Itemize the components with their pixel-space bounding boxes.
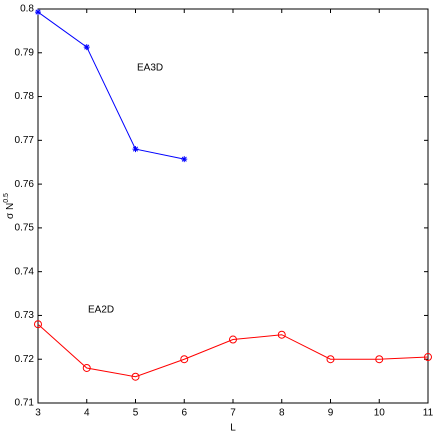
- marker: [277, 330, 286, 339]
- y-axis-label-sup: 0.5: [3, 193, 10, 203]
- x-tick-label: 11: [423, 408, 434, 419]
- x-axis-label: L: [230, 423, 236, 434]
- x-tick-label: 8: [279, 408, 285, 419]
- marker: [229, 335, 237, 344]
- x-tick-label: 7: [230, 408, 236, 419]
- marker: [181, 156, 188, 163]
- marker: [132, 146, 139, 153]
- marker: [34, 320, 42, 329]
- y-axis-label: σ N0.5: [3, 193, 16, 219]
- marker: [83, 44, 90, 51]
- x-tick-label: 9: [328, 408, 334, 419]
- y-tick-label: 0.79: [15, 47, 35, 58]
- x-tick-label: 6: [181, 408, 187, 419]
- marker: [131, 372, 140, 381]
- marker: [424, 353, 432, 362]
- y-tick-label: 0.77: [15, 135, 35, 146]
- y-tick-label: 0.72: [15, 354, 35, 365]
- x-tick-label: 3: [35, 408, 41, 419]
- y-tick-label: 0.73: [15, 310, 35, 321]
- y-tick-label: 0.78: [15, 91, 35, 102]
- x-tick-label: 4: [84, 408, 90, 419]
- series-label: EA3D: [137, 63, 163, 74]
- y-tick-label: 0.74: [15, 266, 35, 277]
- y-tick-label: 0.75: [15, 223, 35, 234]
- marker: [82, 363, 91, 372]
- series-line: [37, 11, 185, 160]
- y-tick-label: 0.71: [15, 398, 35, 409]
- x-tick-label: 10: [374, 408, 386, 419]
- y-tick-label: 0.8: [20, 4, 34, 15]
- y-axis-label-base: σ N: [5, 203, 16, 219]
- x-tick-label: 5: [133, 408, 139, 419]
- marker: [326, 355, 335, 364]
- marker: [375, 355, 384, 364]
- series-label: EA2D: [88, 305, 114, 316]
- marker: [35, 9, 41, 16]
- y-tick-label: 0.76: [15, 179, 35, 190]
- marker: [180, 355, 189, 364]
- series-line: [37, 323, 429, 378]
